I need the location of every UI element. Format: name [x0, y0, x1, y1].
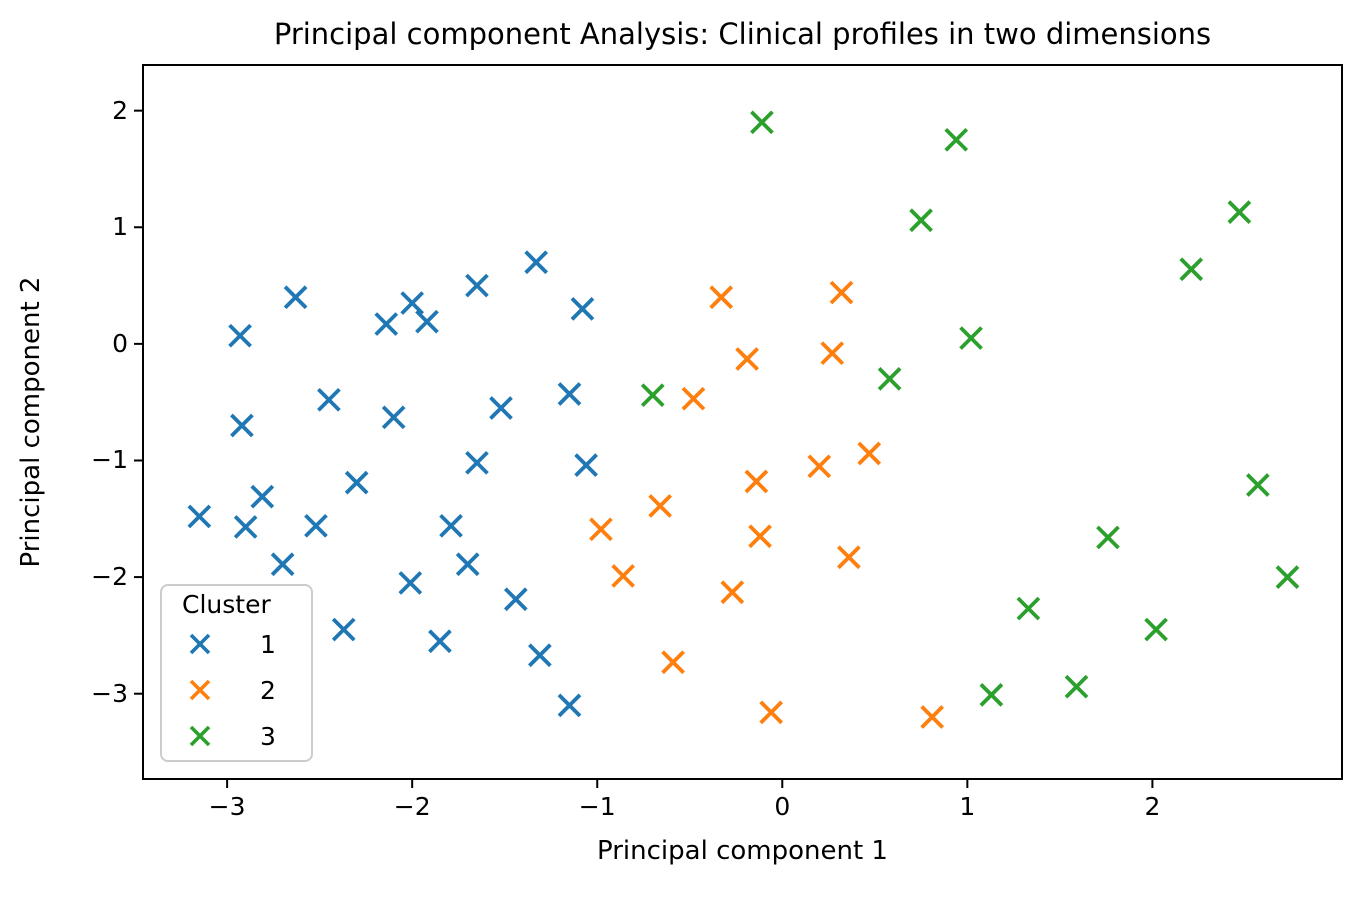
x-tick-label: 0	[774, 792, 791, 821]
scatter-marker	[877, 367, 902, 391]
y-axis-label: Principal component 2	[16, 276, 46, 568]
scatter-marker	[648, 494, 672, 518]
scatter-marker	[233, 515, 258, 539]
scatter-marker	[400, 291, 425, 315]
scatter-marker	[528, 643, 552, 668]
scatter-marker	[455, 552, 480, 577]
scatter-marker	[1064, 674, 1089, 699]
scatter-marker	[524, 250, 549, 275]
scatter-marker	[398, 571, 423, 595]
scatter-marker	[720, 580, 745, 605]
scatter-marker	[920, 705, 945, 729]
x-marker-glyph	[189, 725, 211, 747]
y-tick-label: 1	[112, 212, 128, 242]
y-tick-label: −3	[91, 678, 128, 708]
legend-item-cluster-3: 3	[162, 713, 311, 759]
scatter-marker	[465, 273, 489, 298]
scatter-marker	[1246, 473, 1270, 497]
scatter-marker	[557, 693, 582, 718]
scatter-marker	[304, 513, 328, 538]
scatter-marker	[570, 297, 595, 321]
scatter-marker	[857, 441, 882, 466]
scatter-marker	[750, 110, 774, 135]
legend: Cluster 1 2 3	[160, 584, 313, 762]
scatter-marker	[557, 382, 582, 406]
scatter-marker	[230, 413, 254, 438]
x-tick-label: 1	[959, 792, 976, 821]
scatter-marker	[503, 587, 528, 612]
scatter-marker	[574, 453, 598, 477]
scatter-marker	[187, 504, 212, 529]
scatter-marker	[829, 280, 854, 305]
scatter-marker	[489, 396, 513, 420]
scatter-marker	[415, 309, 439, 334]
scatter-marker	[1227, 200, 1252, 224]
scatter-marker	[465, 450, 489, 475]
y-tick-label: 2	[112, 95, 128, 125]
scatter-marker	[944, 127, 969, 152]
legend-item-label: 2	[260, 675, 276, 705]
x-tick-label: −2	[393, 792, 431, 821]
scatter-marker	[748, 524, 772, 549]
x-tick-label: −3	[208, 792, 246, 821]
scatter-marker	[344, 470, 369, 495]
scatter-marker	[374, 312, 399, 336]
scatter-marker	[979, 683, 1004, 707]
scatter-marker	[709, 285, 734, 310]
scatter-marker	[381, 405, 406, 430]
scatter-marker	[331, 617, 356, 642]
scatter-marker	[640, 383, 665, 408]
scatter-marker	[1016, 596, 1041, 621]
legend-title: Cluster	[182, 590, 271, 619]
scatter-marker	[661, 650, 685, 675]
scatter-marker	[744, 469, 769, 494]
scatter-marker	[428, 629, 452, 654]
scatter-marker	[611, 564, 635, 588]
scatter-marker	[1179, 257, 1204, 282]
scatter-marker	[1144, 617, 1168, 642]
scatter-marker	[1096, 525, 1120, 550]
scatter-marker	[439, 513, 463, 538]
scatter-marker	[1275, 565, 1300, 589]
scatter-marker	[807, 454, 832, 479]
scatter-marker	[759, 700, 784, 725]
x-marker-glyph	[189, 633, 211, 655]
scatter-marker	[250, 484, 275, 509]
y-tick-label: −2	[91, 562, 128, 592]
legend-item-cluster-1: 1	[162, 621, 311, 667]
scatter-marker	[837, 545, 861, 570]
legend-item-label: 1	[260, 629, 276, 659]
scatter-marker	[589, 517, 613, 542]
scatter-marker	[317, 388, 341, 412]
x-marker-icon	[189, 725, 211, 747]
scatter-marker	[270, 552, 295, 577]
axes-spines	[142, 64, 1343, 780]
x-tick-label: 2	[1144, 792, 1161, 821]
scatter-marker	[909, 208, 933, 233]
chart-title: Principal component Analysis: Clinical p…	[273, 17, 1212, 51]
x-marker-icon	[189, 679, 211, 701]
scatter-marker	[820, 341, 845, 366]
y-tick-label: 0	[112, 328, 128, 358]
x-marker-glyph	[189, 679, 211, 701]
legend-item-label: 3	[260, 721, 276, 751]
scatter-marker	[228, 323, 252, 348]
x-marker-icon	[189, 633, 211, 655]
scatter-marker	[283, 285, 308, 310]
scatter-marker	[959, 326, 983, 350]
x-tick-label: −1	[578, 792, 616, 821]
x-axis-label: Principal component 1	[597, 836, 888, 866]
scatter-marker	[681, 386, 706, 411]
y-tick-label: −1	[91, 445, 128, 475]
legend-item-cluster-2: 2	[162, 667, 311, 713]
scatter-marker	[735, 347, 759, 371]
